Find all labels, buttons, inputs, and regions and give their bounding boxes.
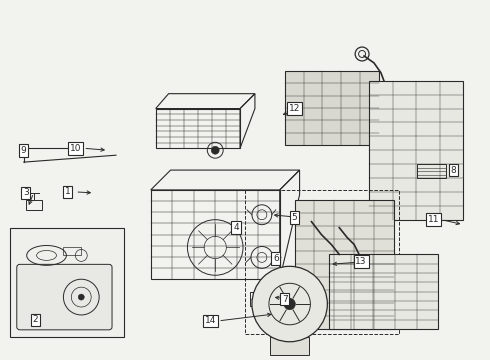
Text: 10: 10 xyxy=(70,144,81,153)
Text: 12: 12 xyxy=(289,104,300,113)
Bar xyxy=(285,71,379,145)
Text: 5: 5 xyxy=(292,213,297,222)
Text: 8: 8 xyxy=(450,166,456,175)
Bar xyxy=(63,247,81,255)
Bar xyxy=(329,255,439,329)
Text: 7: 7 xyxy=(282,294,288,303)
Text: 13: 13 xyxy=(355,257,367,266)
Text: 4: 4 xyxy=(233,223,239,232)
Bar xyxy=(10,228,124,337)
Bar xyxy=(250,292,274,306)
Text: 14: 14 xyxy=(205,316,216,325)
Bar xyxy=(245,190,399,334)
Bar xyxy=(294,200,394,329)
Text: 9: 9 xyxy=(21,146,26,155)
Circle shape xyxy=(284,298,295,310)
Text: 11: 11 xyxy=(428,215,439,224)
Text: 1: 1 xyxy=(65,188,70,197)
Bar xyxy=(25,200,42,210)
Bar xyxy=(369,81,464,220)
Text: 6: 6 xyxy=(273,254,279,263)
Circle shape xyxy=(78,294,84,300)
Text: 3: 3 xyxy=(23,188,28,197)
FancyBboxPatch shape xyxy=(17,264,112,330)
Circle shape xyxy=(211,146,219,154)
Circle shape xyxy=(252,266,327,342)
Bar xyxy=(416,164,446,178)
Text: 2: 2 xyxy=(33,315,38,324)
Bar xyxy=(270,337,310,355)
